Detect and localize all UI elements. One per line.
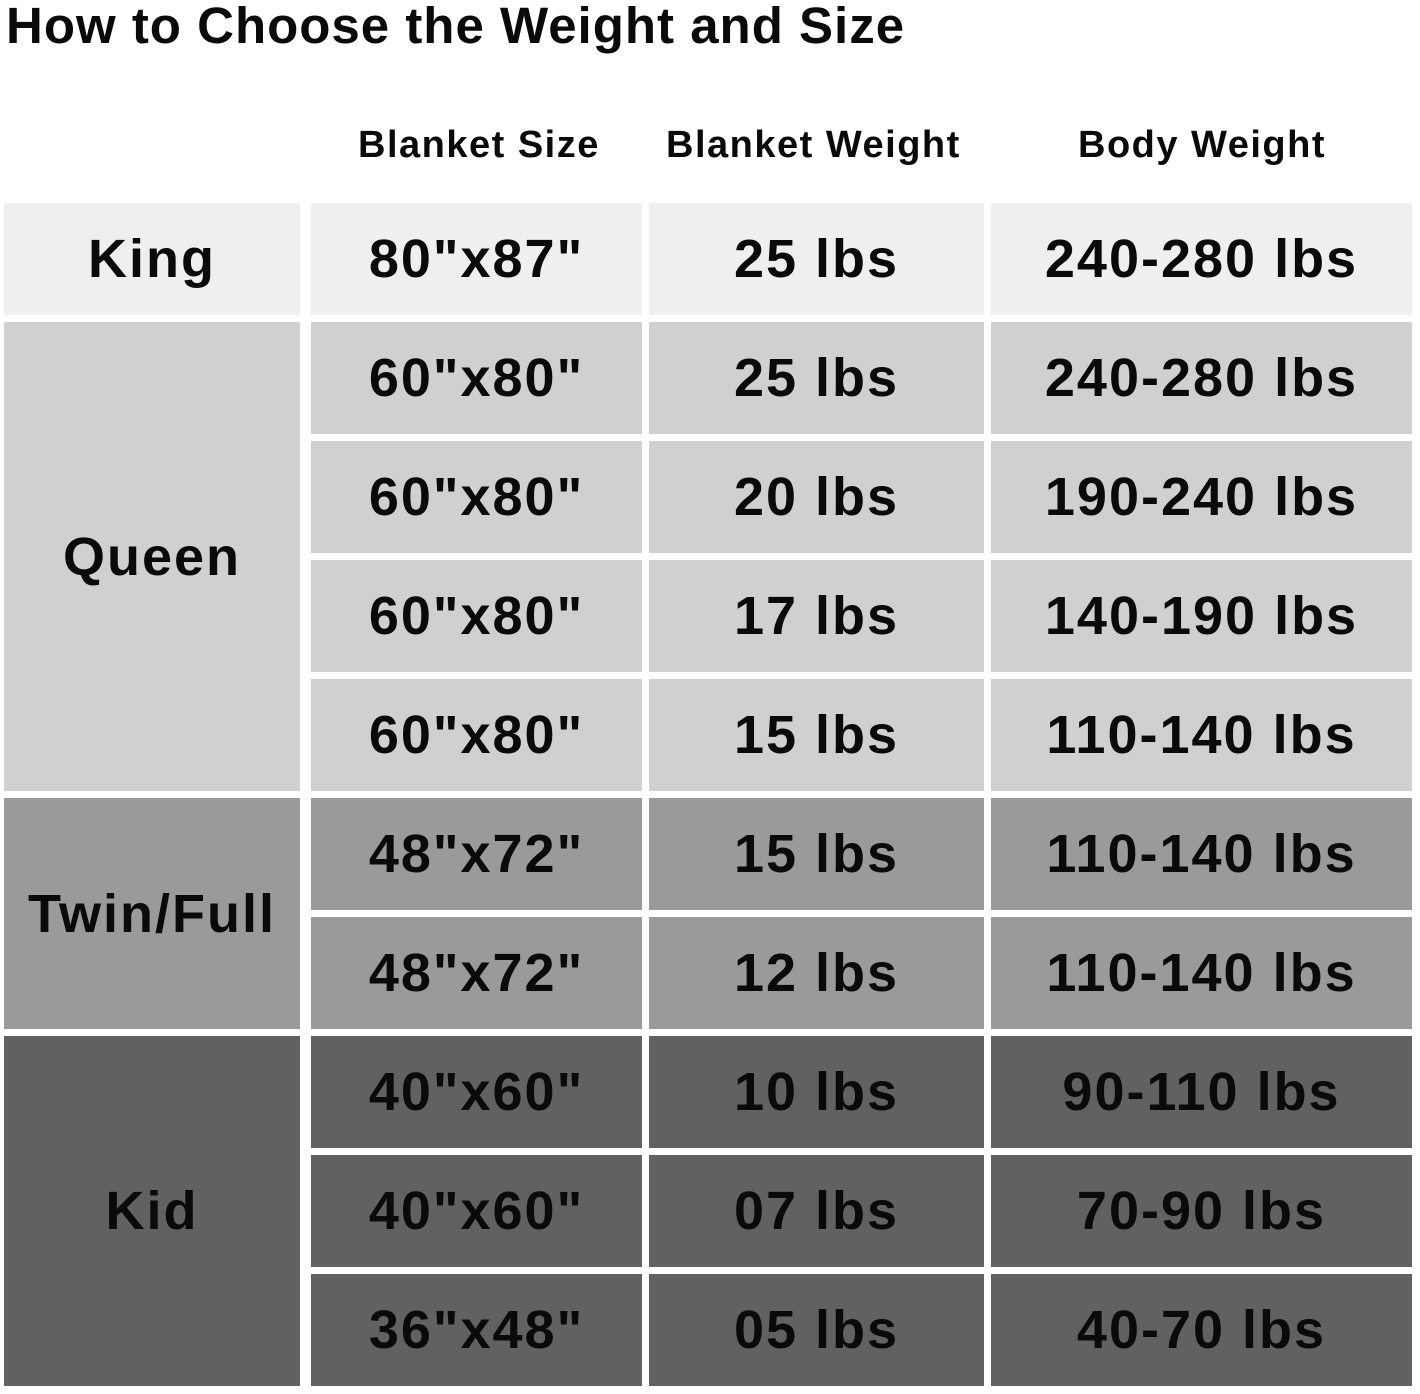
size-table: King 80"x87" 25 lbs 240-280 lbs Queen 60"x80"…	[4, 203, 1412, 1386]
group-label-queen: Queen	[4, 322, 300, 791]
body-weight-cell: 240-280 lbs	[991, 203, 1412, 315]
blanket-weight-cell: 15 lbs	[649, 679, 984, 791]
body-weight-cell: 140-190 lbs	[991, 560, 1412, 672]
blanket-size-cell: 48"x72"	[311, 798, 642, 910]
header-blanket-size: Blanket Size	[358, 124, 600, 166]
header-body-weight: Body Weight	[1078, 124, 1327, 166]
blanket-size-cell: 80"x87"	[311, 203, 642, 315]
page-title: How to Choose the Weight and Size	[6, 0, 906, 54]
blanket-size-cell: 40"x60"	[311, 1036, 642, 1148]
group-label-twin-full: Twin/Full	[4, 798, 300, 1029]
body-weight-cell: 190-240 lbs	[991, 441, 1412, 553]
body-weight-cell: 110-140 lbs	[991, 679, 1412, 791]
header-blanket-weight: Blanket Weight	[666, 124, 961, 166]
blanket-weight-cell: 07 lbs	[649, 1155, 984, 1267]
body-weight-cell: 240-280 lbs	[991, 322, 1412, 434]
blanket-size-cell: 40"x60"	[311, 1155, 642, 1267]
body-weight-cell: 110-140 lbs	[991, 917, 1412, 1029]
blanket-size-cell: 60"x80"	[311, 560, 642, 672]
blanket-weight-cell: 12 lbs	[649, 917, 984, 1029]
blanket-weight-cell: 25 lbs	[649, 322, 984, 434]
blanket-weight-cell: 05 lbs	[649, 1274, 984, 1386]
blanket-size-cell: 48"x72"	[311, 917, 642, 1029]
blanket-weight-cell: 10 lbs	[649, 1036, 984, 1148]
blanket-size-cell: 60"x80"	[311, 679, 642, 791]
body-weight-cell: 40-70 lbs	[991, 1274, 1412, 1386]
group-label-kid: Kid	[4, 1036, 300, 1386]
body-weight-cell: 90-110 lbs	[991, 1036, 1412, 1148]
blanket-weight-cell: 20 lbs	[649, 441, 984, 553]
blanket-weight-cell: 15 lbs	[649, 798, 984, 910]
blanket-size-cell: 36"x48"	[311, 1274, 642, 1386]
blanket-weight-cell: 25 lbs	[649, 203, 984, 315]
body-weight-cell: 110-140 lbs	[991, 798, 1412, 910]
group-label-king: King	[4, 203, 300, 315]
blanket-size-cell: 60"x80"	[311, 441, 642, 553]
blanket-weight-cell: 17 lbs	[649, 560, 984, 672]
body-weight-cell: 70-90 lbs	[991, 1155, 1412, 1267]
blanket-size-cell: 60"x80"	[311, 322, 642, 434]
